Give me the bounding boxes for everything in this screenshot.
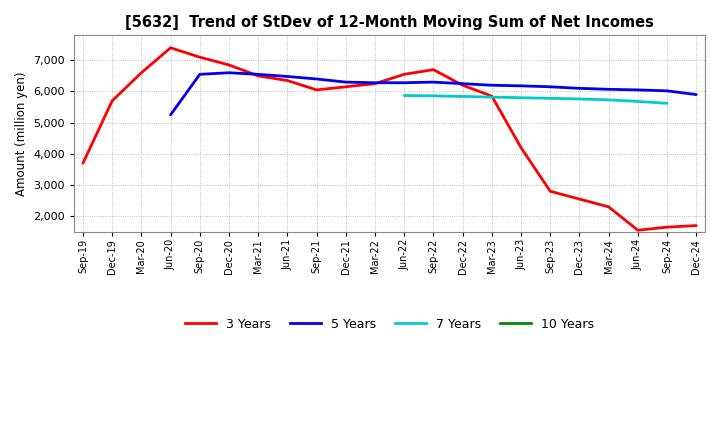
Legend: 3 Years, 5 Years, 7 Years, 10 Years: 3 Years, 5 Years, 7 Years, 10 Years bbox=[180, 313, 599, 336]
Title: [5632]  Trend of StDev of 12-Month Moving Sum of Net Incomes: [5632] Trend of StDev of 12-Month Moving… bbox=[125, 15, 654, 30]
Y-axis label: Amount (million yen): Amount (million yen) bbox=[15, 71, 28, 196]
